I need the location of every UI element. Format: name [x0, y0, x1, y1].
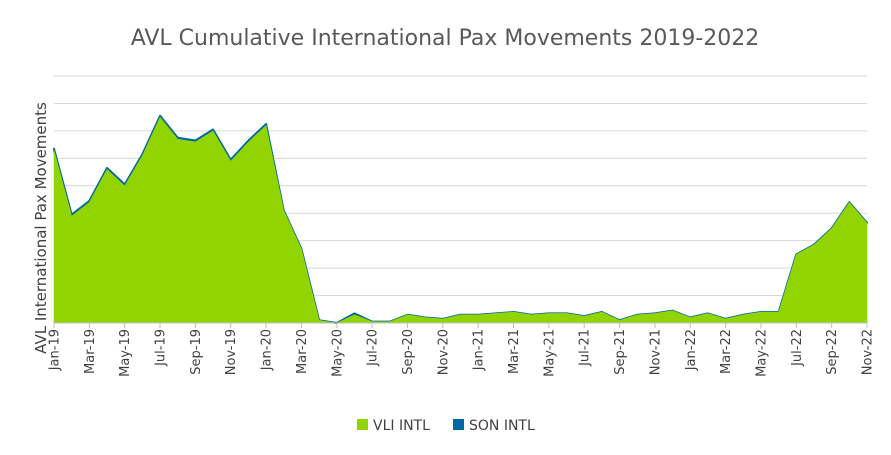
x-tick-label: Mar-21 [507, 329, 522, 374]
x-tick-label: Sep-19 [189, 329, 204, 375]
series-areas [53, 114, 868, 324]
x-tick-label: Jul-21 [578, 329, 593, 367]
x-tick-label: Jan-21 [472, 329, 487, 371]
x-tick-label: Jul-22 [790, 329, 805, 367]
x-tick-label: May-19 [118, 329, 133, 377]
y-axis-label: AVL International Pax Movements [32, 102, 50, 354]
x-tick-label: May-20 [330, 329, 345, 377]
area-vli-intl [53, 116, 868, 324]
legend-label-son-intl: SON INTL [469, 418, 535, 434]
x-tick-label: Jul-19 [154, 329, 169, 367]
x-tick-label: Mar-20 [295, 329, 310, 374]
legend-swatch-vli-intl [357, 419, 368, 430]
x-tick-label: Nov-22 [861, 329, 876, 375]
x-tick-label: Mar-19 [83, 329, 98, 374]
x-tick-label: May-22 [754, 329, 769, 377]
x-tick-label: Nov-20 [436, 329, 451, 375]
x-tick-label: May-21 [542, 329, 557, 377]
x-tick-label: Sep-21 [613, 329, 628, 375]
chart-title: AVL Cumulative International Pax Movemen… [131, 26, 760, 51]
x-axis-ticks: Jan-19 Mar-19 May-19 Jul-19 Sep-19 Nov-19 Jan-… [48, 323, 876, 377]
x-tick-label: Sep-20 [401, 329, 416, 375]
x-tick-label: Jan-20 [260, 329, 275, 371]
x-tick-label: Nov-21 [648, 329, 663, 375]
x-tick-label: Nov-19 [224, 329, 239, 375]
x-tick-label: Mar-22 [719, 329, 734, 374]
x-tick-label: Sep-22 [825, 329, 840, 375]
legend-swatch-son-intl [453, 419, 464, 430]
legend-label-vli-intl: VLI INTL [373, 418, 430, 434]
legend: VLI INTL SON INTL [357, 418, 535, 434]
x-tick-label: Jan-19 [48, 329, 63, 371]
x-tick-label: Jul-20 [366, 329, 381, 367]
x-tick-label: Jan-22 [684, 329, 699, 371]
